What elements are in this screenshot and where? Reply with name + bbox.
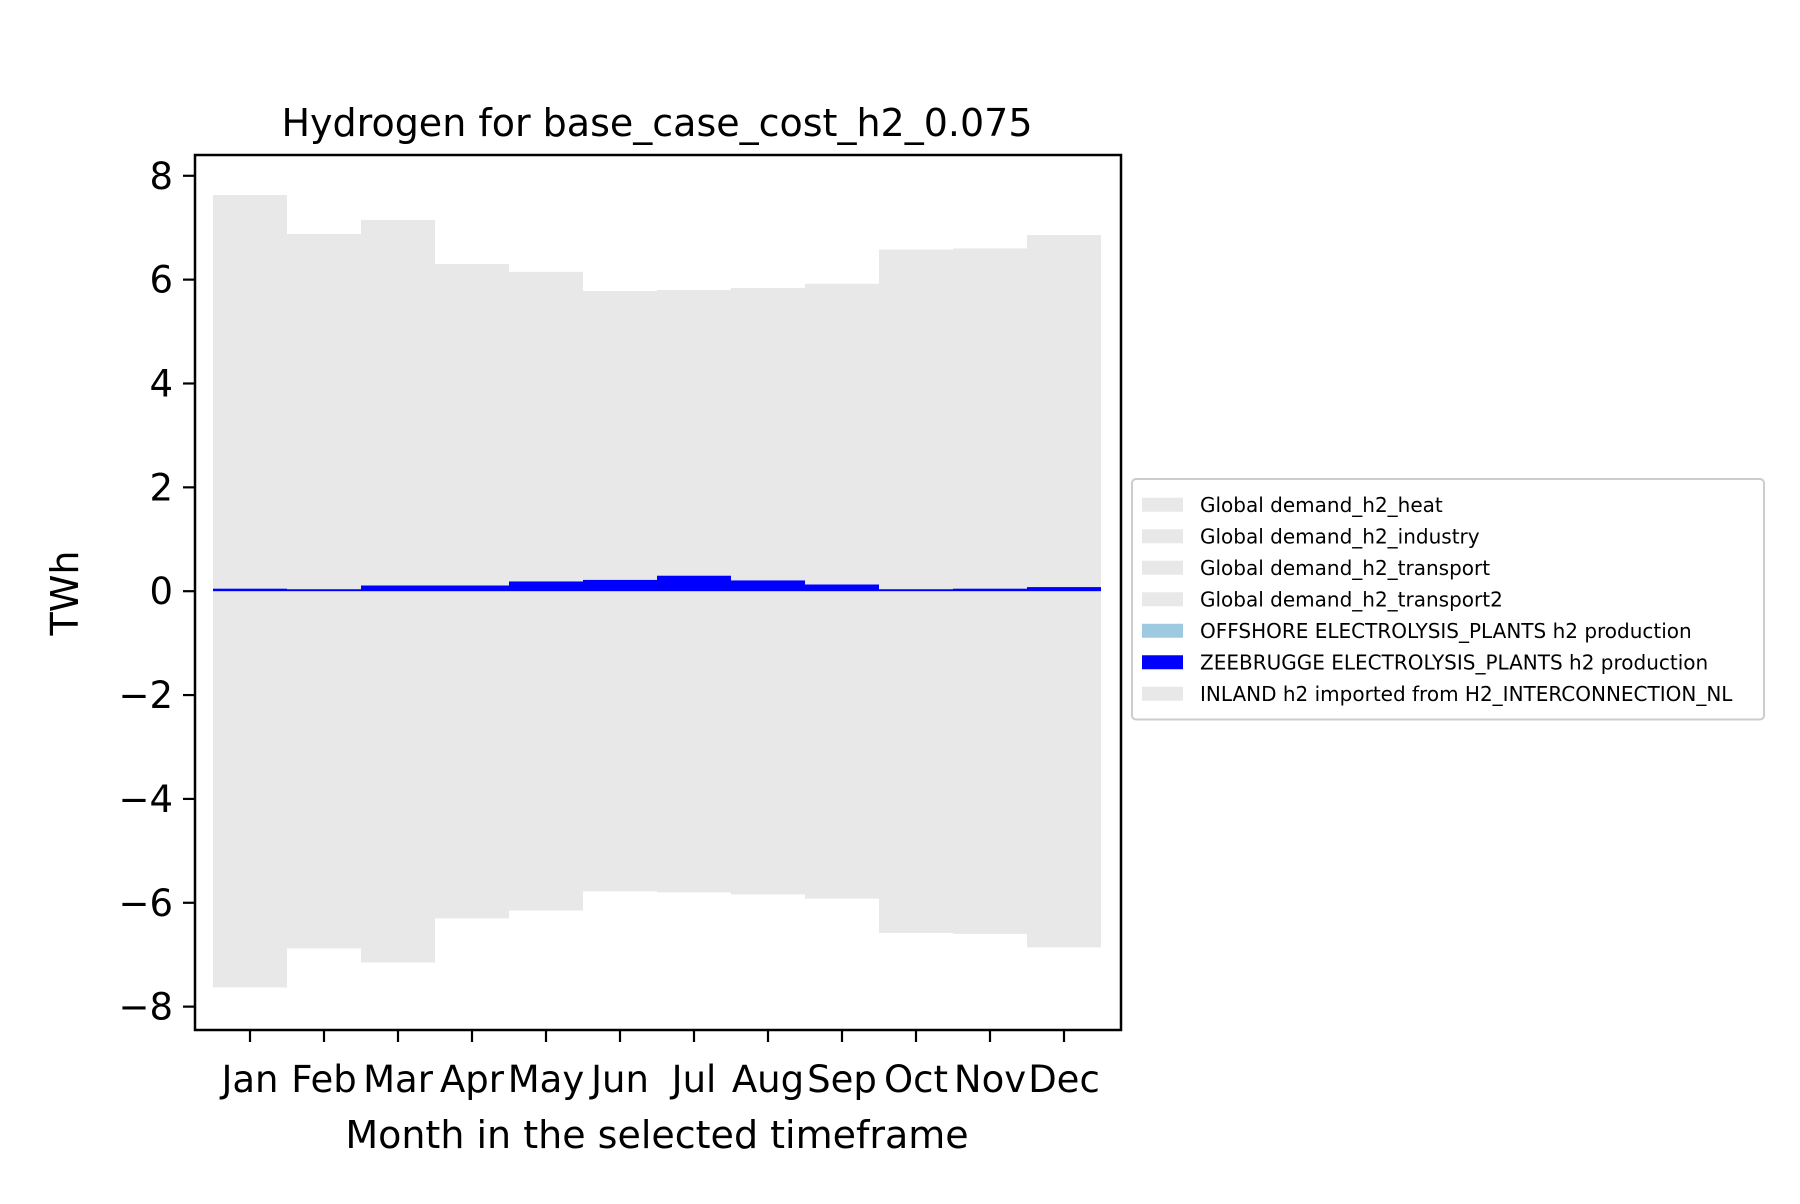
bar-dec-series-5 <box>1027 587 1101 592</box>
x-tick-label-aug: Aug <box>732 1058 804 1101</box>
bar-may-series-5 <box>509 581 583 592</box>
x-tick-label-may: May <box>508 1058 585 1101</box>
bar-apr-series-3 <box>435 591 509 919</box>
legend-swatch-0 <box>1142 497 1183 512</box>
bar-mar-series-6 <box>361 219 435 586</box>
legend-swatch-6 <box>1142 686 1183 701</box>
y-axis-label: TWh <box>43 551 87 637</box>
y-tick-label-8: −8 <box>118 986 173 1029</box>
legend-label-0: Global demand_h2_heat <box>1200 493 1443 517</box>
bar-apr-series-6 <box>435 264 509 586</box>
bar-sep-series-3 <box>805 591 879 899</box>
x-tick-label-jul: Jul <box>670 1058 717 1101</box>
bar-jan-series-5 <box>213 588 287 592</box>
bar-feb-series-6 <box>287 233 361 590</box>
bar-aug-series-3 <box>731 591 805 895</box>
y-tick-label-0: 8 <box>149 155 173 198</box>
bar-aug-series-6 <box>731 287 805 581</box>
legend-swatch-1 <box>1142 529 1183 544</box>
axes-layer: 8 6 4 2 0 −2 −4 −6 −8 Jan Feb Mar Apr May Jun Jul Aug Sep… <box>118 153 1123 1101</box>
bar-mar-series-3 <box>361 591 435 963</box>
bar-apr-series-5 <box>435 585 509 592</box>
legend-swatch-4 <box>1142 623 1183 638</box>
x-tick-label-dec: Dec <box>1028 1058 1100 1101</box>
bar-jul-series-5 <box>657 575 731 592</box>
bar-jul-series-6 <box>657 290 731 576</box>
x-tick-label-apr: Apr <box>440 1058 505 1101</box>
y-tick-label-7: −6 <box>118 882 173 925</box>
bars-layer <box>213 194 1101 988</box>
bar-oct-series-6 <box>879 249 953 590</box>
bar-nov-series-3 <box>953 591 1027 934</box>
y-tick-label-2: 4 <box>149 362 173 405</box>
bar-jul-series-3 <box>657 591 731 893</box>
bar-mar-series-5 <box>361 585 435 592</box>
bar-dec-series-3 <box>1027 591 1101 948</box>
bar-jan-series-6 <box>213 194 287 589</box>
y-tick-label-1: 6 <box>149 259 173 302</box>
y-tick-label-5: −2 <box>118 674 173 717</box>
plot-frame <box>193 153 1123 1032</box>
legend-label-6: INLAND h2 imported from H2_INTERCONNECTI… <box>1200 682 1733 706</box>
bar-may-series-3 <box>509 591 583 911</box>
bar-jan-series-3 <box>213 591 287 988</box>
bar-jun-series-6 <box>583 291 657 580</box>
x-tick-label-nov: Nov <box>954 1058 1026 1101</box>
bar-nov-series-5 <box>953 588 1027 592</box>
x-tick-label-mar: Mar <box>363 1058 434 1101</box>
legend-label-4: OFFSHORE ELECTROLYSIS_PLANTS h2 producti… <box>1200 619 1692 643</box>
x-tick-label-feb: Feb <box>291 1058 357 1101</box>
x-tick-label-oct: Oct <box>884 1058 948 1101</box>
bar-dec-series-6 <box>1027 234 1101 588</box>
bar-feb-series-3 <box>287 591 361 949</box>
bar-oct-series-3 <box>879 591 953 933</box>
bar-feb-series-5 <box>287 589 361 592</box>
legend-label-2: Global demand_h2_transport <box>1200 556 1490 580</box>
x-tick-label-jan: Jan <box>219 1058 278 1101</box>
bar-jun-series-5 <box>583 579 657 592</box>
legend-label-1: Global demand_h2_industry <box>1200 524 1480 548</box>
bar-aug-series-5 <box>731 580 805 592</box>
legend-swatch-2 <box>1142 560 1183 575</box>
legend-swatch-3 <box>1142 592 1183 607</box>
y-tick-label-4: 0 <box>149 570 173 613</box>
bar-nov-series-6 <box>953 248 1027 589</box>
bar-sep-series-6 <box>805 283 879 585</box>
legend-frame <box>1131 478 1765 721</box>
bar-may-series-6 <box>509 271 583 582</box>
legend: Global demand_h2_heat Global demand_h2_in… <box>1131 478 1765 721</box>
y-tick-label-3: 2 <box>149 466 173 509</box>
x-axis-label: Month in the selected timeframe <box>345 1113 968 1157</box>
bar-oct-series-5 <box>879 589 953 592</box>
x-tick-label-jun: Jun <box>589 1058 649 1101</box>
bar-jun-series-3 <box>583 591 657 892</box>
chart-title: Hydrogen for base_case_cost_h2_0.075 <box>281 101 1032 145</box>
x-tick-label-sep: Sep <box>807 1058 877 1101</box>
legend-swatch-5 <box>1142 655 1183 670</box>
y-tick-label-6: −4 <box>118 778 173 821</box>
legend-label-3: Global demand_h2_transport2 <box>1200 587 1503 611</box>
legend-label-5: ZEEBRUGGE ELECTROLYSIS_PLANTS h2 product… <box>1200 650 1708 674</box>
bar-sep-series-5 <box>805 584 879 592</box>
